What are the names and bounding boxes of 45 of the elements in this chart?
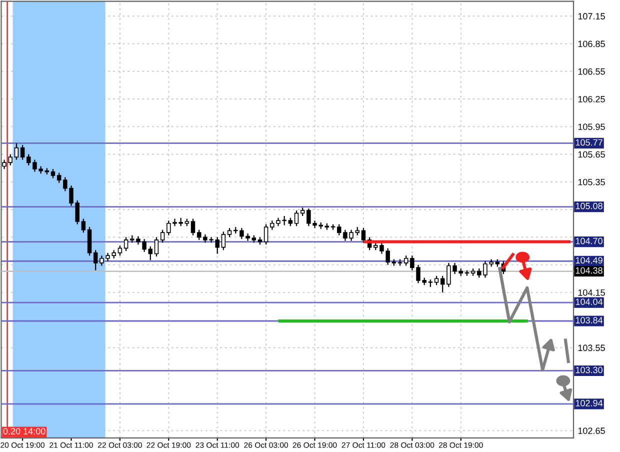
y-tick-label: 106.25 [578,96,605,102]
candlestick [336,224,342,236]
ref-line-label: 105.08 [576,202,602,210]
ref-line-label: 104.38 [576,267,602,274]
candlestick [221,231,226,251]
candlestick [361,227,366,244]
candlestick [294,210,299,227]
candlestick [87,226,92,256]
candlestick [148,246,153,261]
candlestick [440,275,445,293]
candlestick [118,244,122,256]
ref-line-label: 105.77 [576,139,602,146]
candlestick [81,218,86,234]
candlestick [190,218,196,236]
candlestick [50,168,56,179]
annotation: 0.20 14:00 [3,428,46,434]
y-tick-label: 104.15 [578,289,605,296]
ref-line-label: 102.94 [576,400,603,406]
candlestick [154,236,159,258]
candlestick [404,255,408,266]
candlestick [434,275,439,286]
y-tick-label: 105.65 [578,151,605,158]
ref-line-label: 104.70 [576,238,602,244]
ref-line-label: 103.30 [576,366,602,374]
ref-line-label: 104.49 [576,257,602,264]
ref-line-label: 104.04 [576,298,603,305]
candlestick [14,142,19,160]
y-tick-label: 102.65 [578,428,605,434]
candlestick [2,159,6,170]
candlestick [264,224,268,246]
candlestick [124,236,128,252]
ref-line-label: 103.84 [576,317,603,324]
candlestick [20,144,25,160]
y-tick-label: 105.35 [578,178,605,186]
y-tick-label: 103.55 [578,344,605,352]
y-tick-label: 105.95 [578,124,605,130]
candlestick [93,250,98,271]
y-tick-label: 106.85 [578,40,605,48]
y-tick-label: 106.55 [578,68,605,75]
candlestick [227,227,232,238]
y-tick-label: 107.15 [578,13,605,20]
candlestick [8,154,12,166]
candlestick [56,172,62,184]
candlestick [196,229,202,240]
candlestick [160,229,165,244]
